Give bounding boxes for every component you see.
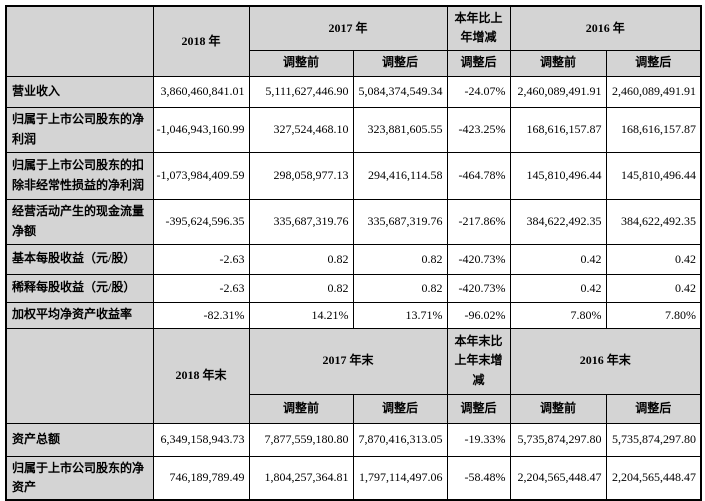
- cell-value: 0.82: [352, 273, 448, 303]
- cell-value: 2,460,089,491.91: [509, 75, 607, 108]
- table-row: 营业收入 3,860,460,841.01 5,111,627,446.90 5…: [5, 75, 702, 108]
- cell-value: -464.78%: [446, 151, 511, 200]
- table2-header-row-adjust: 调整前 调整后 调整后 调整前 调整后: [6, 393, 702, 424]
- cell-value: 6,349,158,943.73: [152, 422, 250, 457]
- cell-value: 335,687,319.76: [352, 198, 448, 245]
- cell-value: 2,204,565,448.47: [605, 455, 702, 501]
- cell-value: -82.31%: [152, 301, 250, 329]
- subheader-2016end-adjust-before: 调整前: [509, 393, 607, 424]
- cell-value: 7.80%: [509, 301, 607, 329]
- cell-value: 168,616,157.87: [605, 106, 702, 153]
- cell-value: -395,624,596.35: [152, 198, 250, 245]
- cell-value: 13.71%: [352, 301, 448, 329]
- cell-value: 0.82: [352, 243, 448, 275]
- cell-value: 5,111,627,446.90: [248, 75, 354, 108]
- cell-value: -24.07%: [446, 75, 511, 108]
- cell-value: 1,804,257,364.81: [248, 455, 354, 501]
- cell-value: -217.86%: [446, 198, 511, 245]
- cell-value: -423.25%: [446, 106, 511, 153]
- table1-header-row-years: 2018 年 2017 年 本年比上年增减 2016 年: [5, 5, 702, 77]
- row-label: 稀释每股收益（元/股）: [5, 273, 154, 303]
- subheader-change-end-adjust-after: 调整后: [446, 393, 511, 424]
- cell-value: 5,084,374,549.34: [352, 75, 448, 108]
- subheader-change-adjust-after: 调整后: [446, 49, 511, 77]
- cell-value: 0.82: [248, 273, 354, 303]
- row-label: 归属于上市公司股东的净资产: [5, 455, 154, 501]
- col-header-2017: 2017 年: [248, 5, 448, 51]
- cell-value: 1,797,114,497.06: [352, 455, 448, 501]
- cell-value: -19.33%: [446, 422, 511, 457]
- cell-value: -1,073,984,409.59: [152, 151, 250, 200]
- cell-value: 7,870,416,313.05: [352, 422, 448, 457]
- table-row: 基本每股收益（元/股） -2.63 0.82 0.82 -420.73% 0.4…: [5, 243, 702, 275]
- cell-value: 384,622,492.35: [509, 198, 607, 245]
- financial-summary-table: 2018 年 2017 年 本年比上年增减 2016 年 调整前 调整后 调整后…: [5, 5, 703, 501]
- subheader-2016-adjust-after: 调整后: [605, 49, 702, 77]
- corner-blank-cell: [5, 5, 154, 77]
- cell-value: 145,810,496.44: [605, 151, 702, 200]
- cell-value: -96.02%: [446, 301, 511, 329]
- table2-header-row-years: 2018 年末 2017 年末 本年末比上年末增减 2016 年末: [5, 327, 702, 424]
- cell-value: -420.73%: [446, 243, 511, 275]
- cell-value: -58.48%: [446, 455, 511, 501]
- row-label: 经营活动产生的现金流量净额: [5, 198, 154, 245]
- cell-value: 746,189,789.49: [152, 455, 250, 501]
- cell-value: 7,877,559,180.80: [248, 422, 354, 457]
- row-label: 加权平均净资产收益率: [5, 301, 154, 329]
- subheader-2017-adjust-after: 调整后: [352, 49, 448, 77]
- col-header-yearend-change: 本年末比上年末增减: [446, 327, 511, 395]
- col-header-2016: 2016 年: [509, 5, 702, 51]
- cell-value: 294,416,114.58: [352, 151, 448, 200]
- row-label: 归属于上市公司股东的净利润: [5, 106, 154, 153]
- cell-value: 5,735,874,297.80: [605, 422, 702, 457]
- col-header-2017-end: 2017 年末: [248, 327, 448, 395]
- subheader-2017end-adjust-before: 调整前: [248, 393, 354, 424]
- cell-value: 0.42: [605, 243, 702, 275]
- row-label: 营业收入: [5, 75, 154, 108]
- subheader-2016end-adjust-after: 调整后: [605, 393, 702, 424]
- col-header-2016-end: 2016 年末: [509, 327, 702, 395]
- table-row: 资产总额 6,349,158,943.73 7,877,559,180.80 7…: [5, 422, 702, 457]
- cell-value: 2,204,565,448.47: [509, 455, 607, 501]
- cell-value: -2.63: [152, 243, 250, 275]
- subheader-2017end-adjust-after: 调整后: [352, 393, 448, 424]
- cell-value: 7.80%: [605, 301, 702, 329]
- cell-value: 0.42: [509, 243, 607, 275]
- cell-value: 298,058,977.13: [248, 151, 354, 200]
- cell-value: 0.42: [605, 273, 702, 303]
- cell-value: 0.82: [248, 243, 354, 275]
- table1-header-row-adjust: 调整前 调整后 调整后 调整前 调整后: [6, 49, 702, 77]
- cell-value: 14.21%: [248, 301, 354, 329]
- col-header-2018: 2018 年: [152, 5, 250, 77]
- row-label: 资产总额: [5, 422, 154, 457]
- cell-value: -2.63: [152, 273, 250, 303]
- table-row: 稀释每股收益（元/股） -2.63 0.82 0.82 -420.73% 0.4…: [5, 273, 702, 303]
- table-row: 归属于上市公司股东的扣除非经常性损益的净利润 -1,073,984,409.59…: [5, 151, 702, 200]
- row-label: 归属于上市公司股东的扣除非经常性损益的净利润: [5, 151, 154, 200]
- cell-value: 2,460,089,491.91: [605, 75, 702, 108]
- cell-value: 5,735,874,297.80: [509, 422, 607, 457]
- cell-value: 145,810,496.44: [509, 151, 607, 200]
- cell-value: 384,622,492.35: [605, 198, 702, 245]
- col-header-yoy-change: 本年比上年增减: [446, 5, 511, 51]
- cell-value: -1,046,943,160.99: [152, 106, 250, 153]
- cell-value: 323,881,605.55: [352, 106, 448, 153]
- cell-value: 327,524,468.10: [248, 106, 354, 153]
- col-header-2018-end: 2018 年末: [152, 327, 250, 424]
- cell-value: 168,616,157.87: [509, 106, 607, 153]
- cell-value: 335,687,319.76: [248, 198, 354, 245]
- table-row: 经营活动产生的现金流量净额 -395,624,596.35 335,687,31…: [5, 198, 702, 245]
- cell-value: -420.73%: [446, 273, 511, 303]
- subheader-2016-adjust-before: 调整前: [509, 49, 607, 77]
- table-row: 归属于上市公司股东的净利润 -1,046,943,160.99 327,524,…: [5, 106, 702, 153]
- row-label: 基本每股收益（元/股）: [5, 243, 154, 275]
- corner-blank-cell: [5, 327, 154, 424]
- cell-value: 3,860,460,841.01: [152, 75, 250, 108]
- subheader-2017-adjust-before: 调整前: [248, 49, 354, 77]
- table-row: 归属于上市公司股东的净资产 746,189,789.49 1,804,257,3…: [5, 455, 702, 501]
- cell-value: 0.42: [509, 273, 607, 303]
- table-row: 加权平均净资产收益率 -82.31% 14.21% 13.71% -96.02%…: [5, 301, 702, 329]
